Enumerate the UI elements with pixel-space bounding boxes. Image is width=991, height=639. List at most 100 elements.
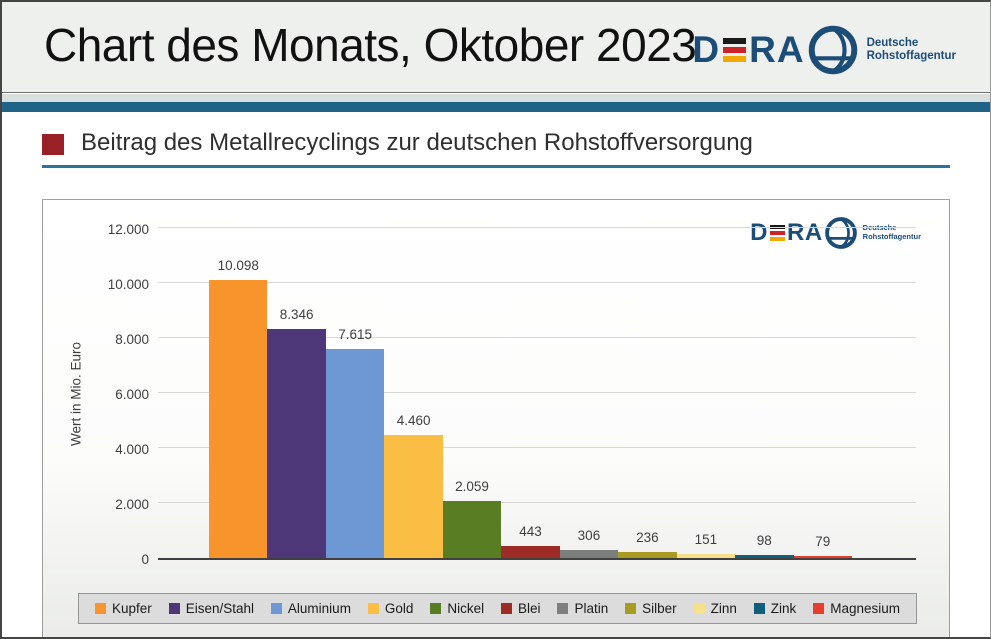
bar-eisen-stahl <box>267 328 326 558</box>
legend-label: Aluminium <box>287 601 351 616</box>
dera-letter-d: D <box>750 219 768 246</box>
legend-swatch <box>753 603 765 614</box>
legend-label: Zinn <box>710 601 737 616</box>
legend-swatch <box>168 603 180 614</box>
dera-letter-d: D <box>692 29 721 70</box>
legend-swatch <box>625 603 637 614</box>
bar-group-aluminium: 7.615 <box>325 228 385 558</box>
bar-zink <box>735 555 794 558</box>
bar-group-eisen-stahl: 8.346 <box>267 228 326 558</box>
dera-logo: D RA Deutsche Rohstoffagentur <box>692 24 956 76</box>
bar-gold <box>384 435 443 558</box>
legend-swatch <box>693 603 705 614</box>
globe-icon <box>808 25 857 75</box>
y-tick-label: 10.000 <box>107 277 149 292</box>
bar-platin <box>559 549 619 558</box>
legend-item-gold: Gold <box>367 601 414 616</box>
subtitle-underline <box>42 165 950 168</box>
bar-value-label: 10.098 <box>217 258 259 274</box>
header: Chart des Monats, Oktober 2023 D RA Deut… <box>2 2 990 93</box>
legend-item-platin: Platin <box>557 601 608 616</box>
chart-legend: Kupfer Eisen/Stahl Aluminium Gold Nickel Blei… <box>78 593 917 624</box>
legend-item-kupfer: Kupfer <box>95 601 152 616</box>
page-title: Chart des Monats, Oktober 2023 <box>44 19 697 71</box>
bar-value-label: 236 <box>636 529 659 545</box>
chart-panel: D RA Deutsche Rohstoffagentur Wert in Mi… <box>42 199 950 637</box>
bar-group-blei: 443 <box>501 228 560 558</box>
legend-label: Silber <box>642 601 677 616</box>
y-tick-label: 6.000 <box>115 387 149 402</box>
legend-label: Blei <box>518 601 541 616</box>
dera-flag-e-icon <box>723 38 747 62</box>
bar-value-label: 2.059 <box>455 479 489 495</box>
gridline <box>158 227 916 228</box>
bar-group-silber: 236 <box>618 228 677 558</box>
subtitle-bullet <box>42 134 64 155</box>
legend-item-blei: Blei <box>501 601 541 616</box>
dera-letters-ra: RA <box>749 29 805 70</box>
bar-value-label: 8.346 <box>279 306 314 322</box>
dera-letters-ra: RA <box>787 219 823 246</box>
bar-zinn <box>676 553 736 558</box>
bar-kupfer <box>209 280 268 558</box>
gridline <box>158 282 916 283</box>
legend-swatch <box>95 603 106 614</box>
dera-wordmark: D RA <box>750 219 823 247</box>
legend-item-nickel: Nickel <box>430 601 484 616</box>
y-tick-label: 8.000 <box>115 332 149 347</box>
gridline <box>158 447 916 448</box>
legend-swatch <box>430 603 442 614</box>
bar-group-gold: 4.460 <box>384 228 443 558</box>
legend-label: Zink <box>770 601 797 616</box>
bar-silber <box>618 551 677 558</box>
bar-value-label: 443 <box>519 523 542 539</box>
globe-icon <box>824 217 857 249</box>
bar-value-label: 79 <box>815 533 831 549</box>
legend-item-magnesium: Magnesium <box>813 601 900 616</box>
legend-swatch <box>270 603 282 614</box>
bar-magnesium <box>793 555 852 558</box>
legend-label: Kupfer <box>112 601 152 616</box>
legend-swatch <box>367 603 379 614</box>
y-tick-label: 0 <box>141 552 149 567</box>
dera-tagline: Deutsche Rohstoffagentur <box>866 36 956 62</box>
chart-subtitle: Beitrag des Metallrecyclings zur deutsch… <box>81 129 753 156</box>
legend-item-silber: Silber <box>625 601 677 616</box>
bar-value-label: 306 <box>577 527 601 543</box>
bar-group-magnesium: 79 <box>793 228 852 558</box>
bar-value-label: 98 <box>756 533 772 549</box>
legend-label: Platin <box>574 601 609 616</box>
bar-group-zinn: 151 <box>676 228 736 558</box>
legend-swatch <box>501 603 513 614</box>
bar-value-label: 4.460 <box>396 413 431 429</box>
legend-label: Gold <box>384 601 414 616</box>
gridline <box>158 337 916 338</box>
plot-area: Wert in Mio. Euro 0 2.000 4.000 6.000 8.000 1… <box>69 222 916 567</box>
bar-value-label: 7.615 <box>338 326 373 342</box>
legend-label: Magnesium <box>830 601 900 616</box>
legend-label: Nickel <box>447 601 485 616</box>
bar-group-platin: 306 <box>559 228 619 558</box>
legend-item-zinn: Zinn <box>693 601 737 616</box>
y-tick-label: 2.000 <box>115 497 149 512</box>
bars-container: 10.098 8.346 7.615 4.460 2.059 443 306 236 151 98… <box>209 228 852 558</box>
legend-item-zink: Zink <box>753 601 797 616</box>
y-tick-label: 4.000 <box>115 442 149 457</box>
gridline <box>158 392 916 393</box>
legend-swatch <box>557 603 569 614</box>
header-accent-bar <box>2 102 990 112</box>
gridline <box>158 502 916 503</box>
legend-swatch <box>813 603 825 614</box>
bar-aluminium <box>325 348 385 558</box>
legend-label: Eisen/Stahl <box>185 601 254 616</box>
bar-nickel <box>442 501 502 558</box>
legend-item-aluminium: Aluminium <box>270 601 351 616</box>
bar-value-label: 151 <box>694 531 718 547</box>
y-tick-label: 12.000 <box>107 222 149 237</box>
bar-group-kupfer: 10.098 <box>209 228 268 558</box>
bar-group-nickel: 2.059 <box>442 228 502 558</box>
header-divider-band <box>2 94 990 102</box>
dera-wordmark: D RA <box>692 29 804 71</box>
legend-item-eisen-stahl: Eisen/Stahl <box>168 601 254 616</box>
